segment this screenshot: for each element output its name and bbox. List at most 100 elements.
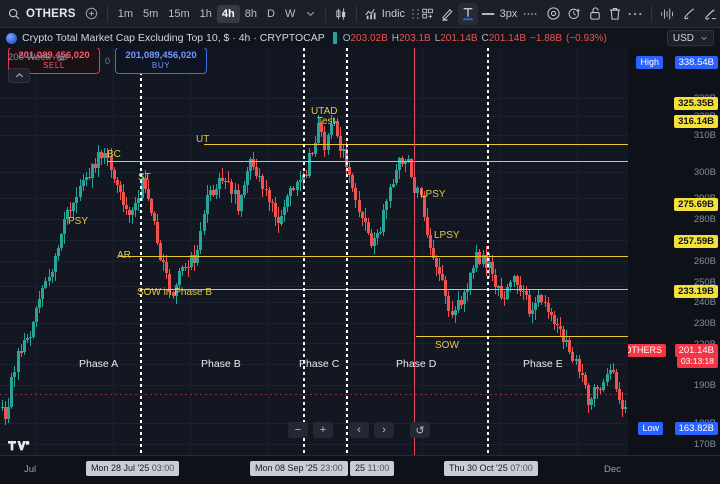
chart-type-button[interactable] xyxy=(331,3,351,25)
last-price-label[interactable]: 201.14B xyxy=(674,344,718,357)
level-price-257[interactable]: 257.59B xyxy=(674,235,718,248)
level-price-316[interactable]: 316.14B xyxy=(674,115,718,128)
reset-chart-button[interactable]: ↺ xyxy=(410,422,430,438)
brush-button[interactable] xyxy=(679,3,700,25)
spread-value: 0 xyxy=(105,55,111,66)
phase-divider-3[interactable] xyxy=(346,48,348,455)
magnet-button[interactable] xyxy=(543,3,564,25)
more-tools-button[interactable] xyxy=(625,3,647,25)
gridline xyxy=(0,240,628,241)
zoom-in-button[interactable]: + xyxy=(313,422,333,438)
currency-selector[interactable]: USD xyxy=(666,30,714,46)
indicators-button[interactable]: Indic xyxy=(362,3,407,25)
timeframe-1m[interactable]: 1m xyxy=(117,7,133,20)
timeframe-15m[interactable]: 15m xyxy=(168,7,190,20)
annotation-st[interactable]: ST xyxy=(138,172,151,183)
collapse-legend-button[interactable] xyxy=(8,68,30,83)
phase-label-e[interactable]: Phase E xyxy=(523,358,563,370)
level-price-275[interactable]: 275.69B xyxy=(674,198,718,211)
layout-button[interactable] xyxy=(418,3,438,25)
phase-label-a[interactable]: Phase A xyxy=(79,358,119,370)
timeframe-8h[interactable]: 8h xyxy=(244,7,258,20)
level-price-325[interactable]: 325.35B xyxy=(674,97,718,110)
time-label-jul28[interactable]: Mon 28 Jul '25 03:00 xyxy=(86,461,180,476)
phase-label-d[interactable]: Phase D xyxy=(396,358,437,370)
symbol-logo-icon xyxy=(6,32,17,44)
time-label-date: Mon 08 Sep '25 xyxy=(255,463,318,473)
time-label-partial[interactable]: 25 11:00 xyxy=(350,461,395,476)
candlestick-icon xyxy=(334,7,348,21)
text-tool-icon xyxy=(461,6,475,22)
tradingview-logo[interactable] xyxy=(8,437,30,451)
lock-button[interactable] xyxy=(585,3,605,25)
gridline xyxy=(0,286,628,287)
phase-label-c[interactable]: Phase C xyxy=(299,358,340,370)
symbol-description[interactable]: Crypto Total Market Cap Excluding Top 10… xyxy=(22,32,325,44)
buy-label: BUY xyxy=(151,61,171,70)
timeframe-d[interactable]: D xyxy=(267,7,275,20)
chart-pane[interactable]: PSY BC ST AR UT SOW in Phase B UTAD Test… xyxy=(0,48,628,455)
level-price-233[interactable]: 233.19B xyxy=(674,285,718,298)
line-width-button[interactable]: 3px xyxy=(478,3,520,25)
delete-drawings-button[interactable] xyxy=(605,3,625,25)
gridline xyxy=(113,48,114,455)
phase-divider-2[interactable] xyxy=(303,48,305,455)
indicator-legend[interactable]: 200 Week xyxy=(8,52,68,63)
annotation-utad[interactable]: UTAD xyxy=(311,106,338,117)
timeframe-more-button[interactable] xyxy=(300,3,320,25)
line-style-button[interactable] xyxy=(520,3,544,25)
time-label-oct30[interactable]: Thu 30 Oct '25 07:00 xyxy=(444,461,538,476)
eraser-button[interactable] xyxy=(699,3,720,25)
annotation-sow-in-phase-b[interactable]: SOW in Phase B xyxy=(137,287,213,298)
text-tool-button[interactable] xyxy=(458,2,479,25)
drag-grip-icon[interactable] xyxy=(411,8,414,19)
divider xyxy=(106,5,108,22)
annotation-bc[interactable]: BC xyxy=(107,149,121,160)
timeframe-4h[interactable]: 4h xyxy=(216,4,240,23)
annotation-sow[interactable]: SOW xyxy=(435,340,459,351)
timeframe-1h[interactable]: 1h xyxy=(199,7,212,20)
time-label-sep08[interactable]: Mon 08 Sep '25 23:00 xyxy=(250,461,348,476)
dotted-line-icon xyxy=(523,10,541,18)
buy-button[interactable]: 201,089,456,020 BUY xyxy=(115,48,208,74)
measure-button[interactable] xyxy=(657,3,679,25)
alert-button[interactable] xyxy=(564,3,585,25)
add-symbol-button[interactable] xyxy=(82,3,102,25)
indicators-label: Indic xyxy=(381,7,406,20)
timeframe-w[interactable]: W xyxy=(284,7,296,20)
phase-divider-1[interactable] xyxy=(140,48,142,455)
time-axis[interactable]: Jul Mon 28 Jul '25 03:00 Mon 08 Sep '25 … xyxy=(0,455,720,484)
search-icon xyxy=(8,8,20,20)
scroll-left-button[interactable]: ‹ xyxy=(349,422,369,438)
annotation-psy[interactable]: PSY xyxy=(68,216,89,227)
annotation-utad-test[interactable]: Test xyxy=(317,116,336,127)
support-line-ar[interactable] xyxy=(119,256,628,257)
timeframe-5m[interactable]: 5m xyxy=(142,7,159,20)
top-toolbar: OTHERS 1m 5m 15m 1h 4h 8h D W xyxy=(0,0,720,28)
gridline xyxy=(0,98,628,99)
vertical-red-line[interactable] xyxy=(414,48,415,455)
annotation-ut[interactable]: UT xyxy=(196,134,210,145)
time-label-time: 11:00 xyxy=(367,463,390,473)
support-line-bc[interactable] xyxy=(107,161,628,162)
phase-label-b[interactable]: Phase B xyxy=(201,358,241,370)
annotation-ar[interactable]: AR xyxy=(117,250,131,261)
support-line-ut[interactable] xyxy=(204,144,628,145)
support-line-sow-b[interactable] xyxy=(141,289,628,290)
ohlc-low-value: 201.14B xyxy=(440,32,478,44)
support-line-sow[interactable] xyxy=(416,336,628,337)
symbol-search[interactable]: OTHERS xyxy=(0,0,82,27)
gridline xyxy=(0,302,628,303)
chevron-down-icon xyxy=(700,34,708,42)
pencil-tool-button[interactable] xyxy=(438,3,459,25)
eye-hidden-icon[interactable] xyxy=(55,53,68,63)
phase-divider-4[interactable] xyxy=(487,48,489,455)
price-axis[interactable]: 330B 320B 310B 300B 290B 280B 270B 260B … xyxy=(628,48,720,455)
zoom-out-button[interactable]: − xyxy=(288,422,308,438)
scroll-right-button[interactable]: › xyxy=(374,422,394,438)
sell-label: SELL xyxy=(43,61,65,70)
annotation-lpsy-1[interactable]: LPSY xyxy=(420,189,446,200)
annotation-lpsy-2[interactable]: LPSY xyxy=(434,230,460,241)
low-flag-label: Low xyxy=(638,422,663,435)
